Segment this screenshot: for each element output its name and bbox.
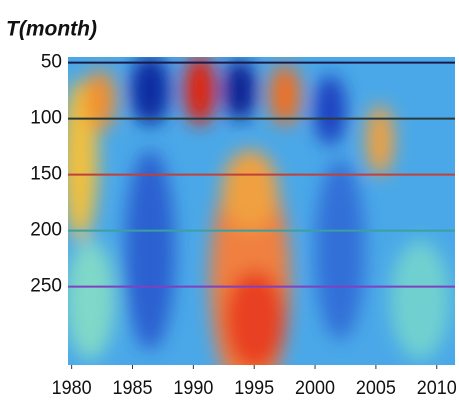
x-tick-label: 2000 (295, 378, 335, 399)
x-tick-label: 1985 (113, 378, 153, 399)
x-tick-label: 1980 (52, 378, 92, 399)
y-tick-label: 200 (30, 220, 62, 241)
y-tick-label: 250 (30, 276, 62, 297)
chart-title: T(month) (6, 18, 97, 41)
x-tick-label: 2005 (356, 378, 396, 399)
y-tick-label: 100 (30, 108, 62, 129)
y-tick-label: 150 (30, 164, 62, 185)
x-tick-label: 1995 (234, 378, 274, 399)
x-tick-label: 2010 (417, 378, 457, 399)
heatmap (68, 57, 455, 365)
x-tick-label: 1990 (173, 378, 213, 399)
y-tick-label: 50 (41, 52, 62, 73)
